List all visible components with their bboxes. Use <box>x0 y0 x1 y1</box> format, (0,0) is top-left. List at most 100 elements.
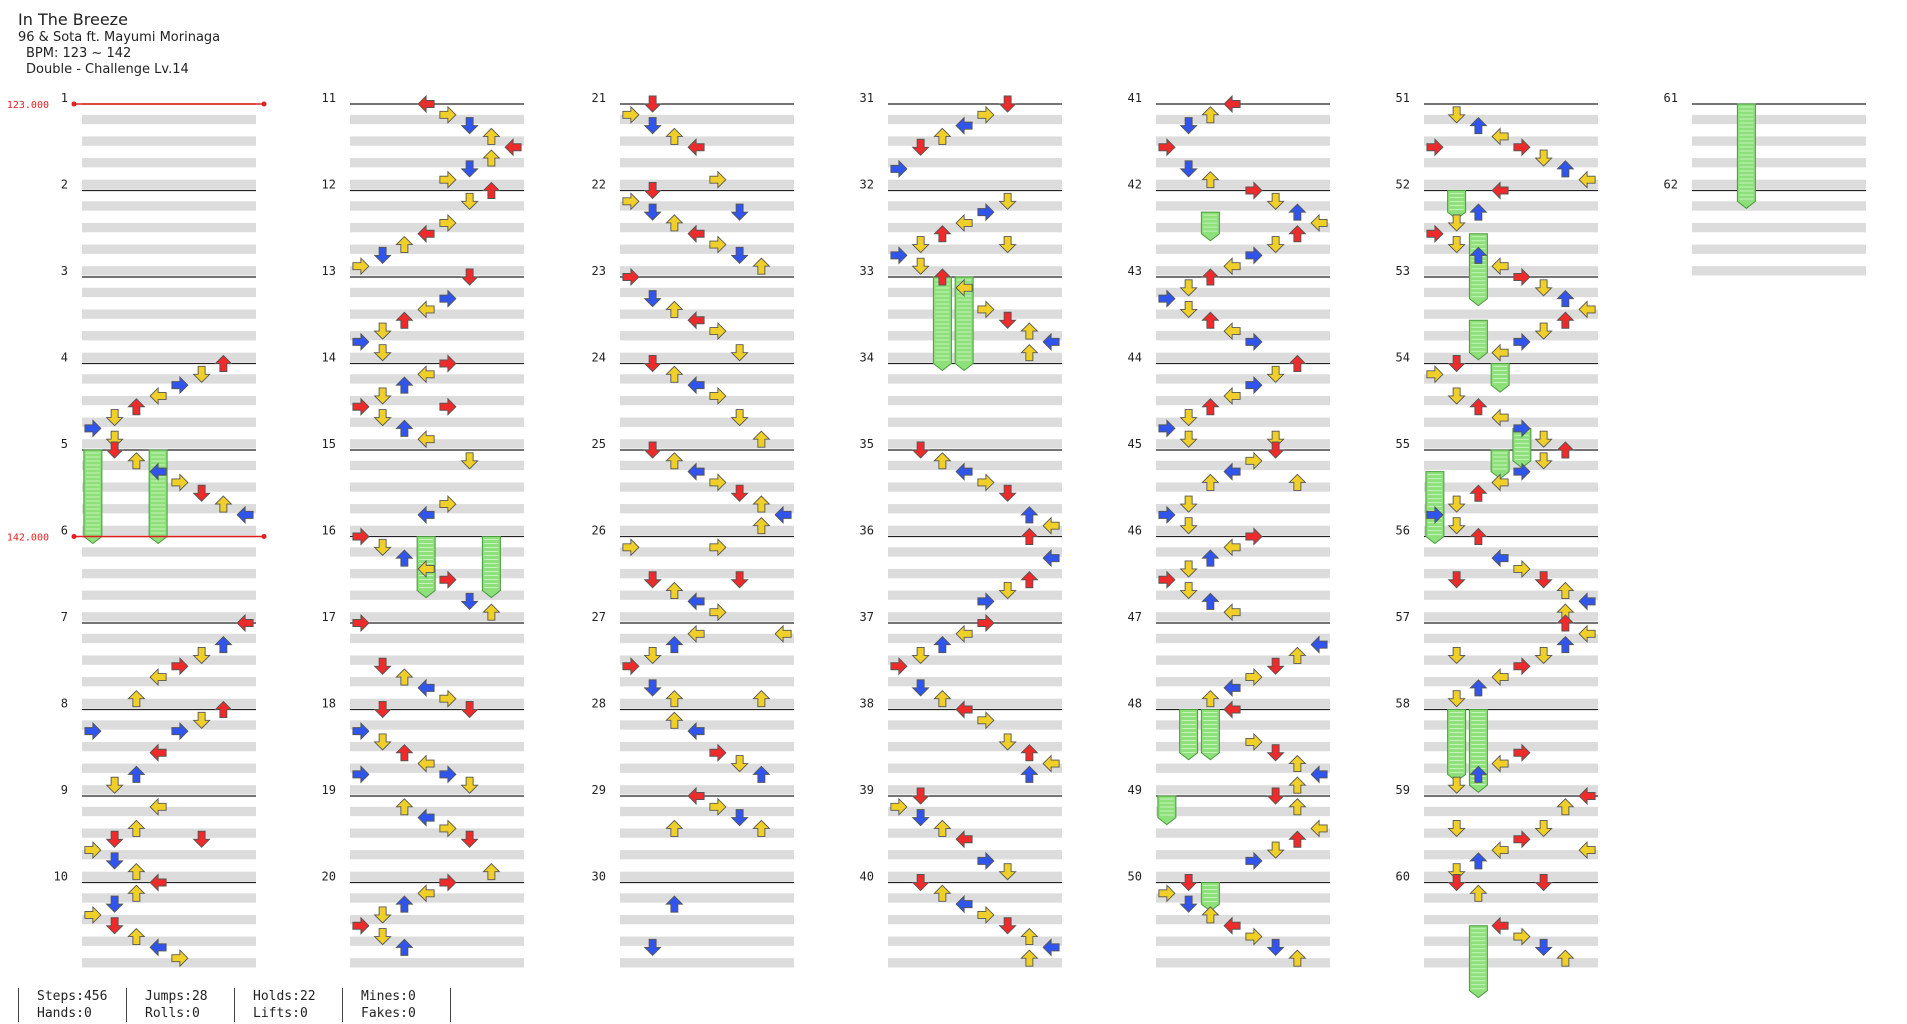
beat-band <box>888 547 1062 557</box>
chart-stats: Steps:456 Jumps:28 Holds:22 Mines:0 Hand… <box>18 988 452 1022</box>
beat-band <box>888 741 1062 752</box>
beat-band <box>888 287 1062 298</box>
arrow-note <box>417 95 435 113</box>
measure-number: 62 <box>1664 178 1678 192</box>
beat-band <box>620 633 794 644</box>
bpm-marker-dot <box>71 534 77 539</box>
beat-band <box>350 482 524 492</box>
beat-band <box>620 763 794 773</box>
beat-band <box>1424 655 1598 665</box>
arrow-note <box>1223 95 1241 113</box>
beat-band <box>620 266 794 276</box>
beat-band <box>620 698 794 708</box>
measure-number: 10 <box>54 870 68 884</box>
beat-band <box>350 504 524 514</box>
measure-number: 17 <box>322 610 336 624</box>
stat-holds: Holds:22 <box>234 988 342 1005</box>
beat-band <box>888 244 1062 254</box>
beat-band <box>620 439 794 449</box>
beat-band <box>1156 136 1330 146</box>
beat-band <box>1156 914 1330 925</box>
beat-band <box>350 698 524 708</box>
beat-band <box>888 785 1062 795</box>
measure-number: 41 <box>1128 91 1142 105</box>
beat-band <box>1156 439 1330 449</box>
beat-band <box>350 374 524 384</box>
measure-number: 58 <box>1396 697 1410 711</box>
beat-band <box>1156 741 1330 752</box>
measure-number: 36 <box>860 524 874 538</box>
hold-note <box>1200 709 1220 761</box>
beat-band <box>1424 158 1598 168</box>
beat-band <box>620 828 794 838</box>
beat-band <box>350 828 524 838</box>
beat-band <box>620 136 794 146</box>
beat-band <box>350 114 524 125</box>
beat-band <box>82 871 256 881</box>
hold-note <box>1157 795 1177 826</box>
beat-band <box>1156 482 1330 492</box>
measure-number: 55 <box>1396 437 1410 451</box>
beat-band <box>1424 763 1598 773</box>
measure-number: 61 <box>1664 91 1678 105</box>
beat-band <box>350 612 524 622</box>
beat-band <box>888 958 1062 968</box>
beat-band <box>888 568 1062 579</box>
beat-band <box>82 612 256 622</box>
measure-number: 32 <box>860 178 874 192</box>
beat-band <box>1156 460 1330 471</box>
beat-band <box>1424 352 1598 362</box>
beat-band <box>1424 936 1598 946</box>
measure-number: 44 <box>1128 351 1142 365</box>
measure-number: 53 <box>1396 264 1410 278</box>
beat-band <box>82 806 256 817</box>
measure-number: 51 <box>1396 91 1410 105</box>
measure-number: 43 <box>1128 264 1142 278</box>
beat-band <box>620 331 794 341</box>
measure-number: 8 <box>61 697 68 711</box>
beat-band <box>888 417 1062 427</box>
beat-band <box>350 720 524 730</box>
beat-band <box>1424 439 1598 449</box>
beat-band <box>1156 222 1330 233</box>
beat-band <box>82 741 256 752</box>
beat-band <box>620 806 794 817</box>
measure-number: 16 <box>322 524 336 538</box>
beat-band <box>620 114 794 125</box>
beat-band <box>888 222 1062 233</box>
hold-note <box>1468 925 1488 999</box>
beat-band <box>620 677 794 687</box>
beat-band <box>1692 201 1866 211</box>
measure-number: 23 <box>592 264 606 278</box>
beat-band <box>888 460 1062 471</box>
measure-number: 57 <box>1396 610 1410 624</box>
measure-number: 40 <box>860 870 874 884</box>
beat-band <box>620 720 794 730</box>
measure-number: 14 <box>322 351 336 365</box>
beat-band <box>1692 222 1866 233</box>
beat-band <box>350 158 524 168</box>
beat-band <box>888 374 1062 384</box>
beat-band <box>1156 806 1330 817</box>
beat-band <box>620 871 794 881</box>
beat-band <box>350 958 524 968</box>
beat-band <box>350 806 524 817</box>
beat-band <box>350 741 524 752</box>
measure-number: 19 <box>322 783 336 797</box>
beat-band <box>1156 309 1330 319</box>
beat-band <box>350 568 524 579</box>
measure-number: 9 <box>61 783 68 797</box>
beat-band <box>82 763 256 773</box>
measure-number: 48 <box>1128 697 1142 711</box>
beat-band <box>1424 504 1598 514</box>
beat-band <box>1424 244 1598 254</box>
beat-band <box>1156 266 1330 276</box>
beat-band <box>1424 677 1598 687</box>
beat-band <box>620 287 794 298</box>
beat-band <box>82 417 256 427</box>
beat-band <box>82 287 256 298</box>
measure-number: 1 <box>61 91 68 105</box>
hold-note <box>1468 319 1488 361</box>
beat-band <box>350 136 524 146</box>
